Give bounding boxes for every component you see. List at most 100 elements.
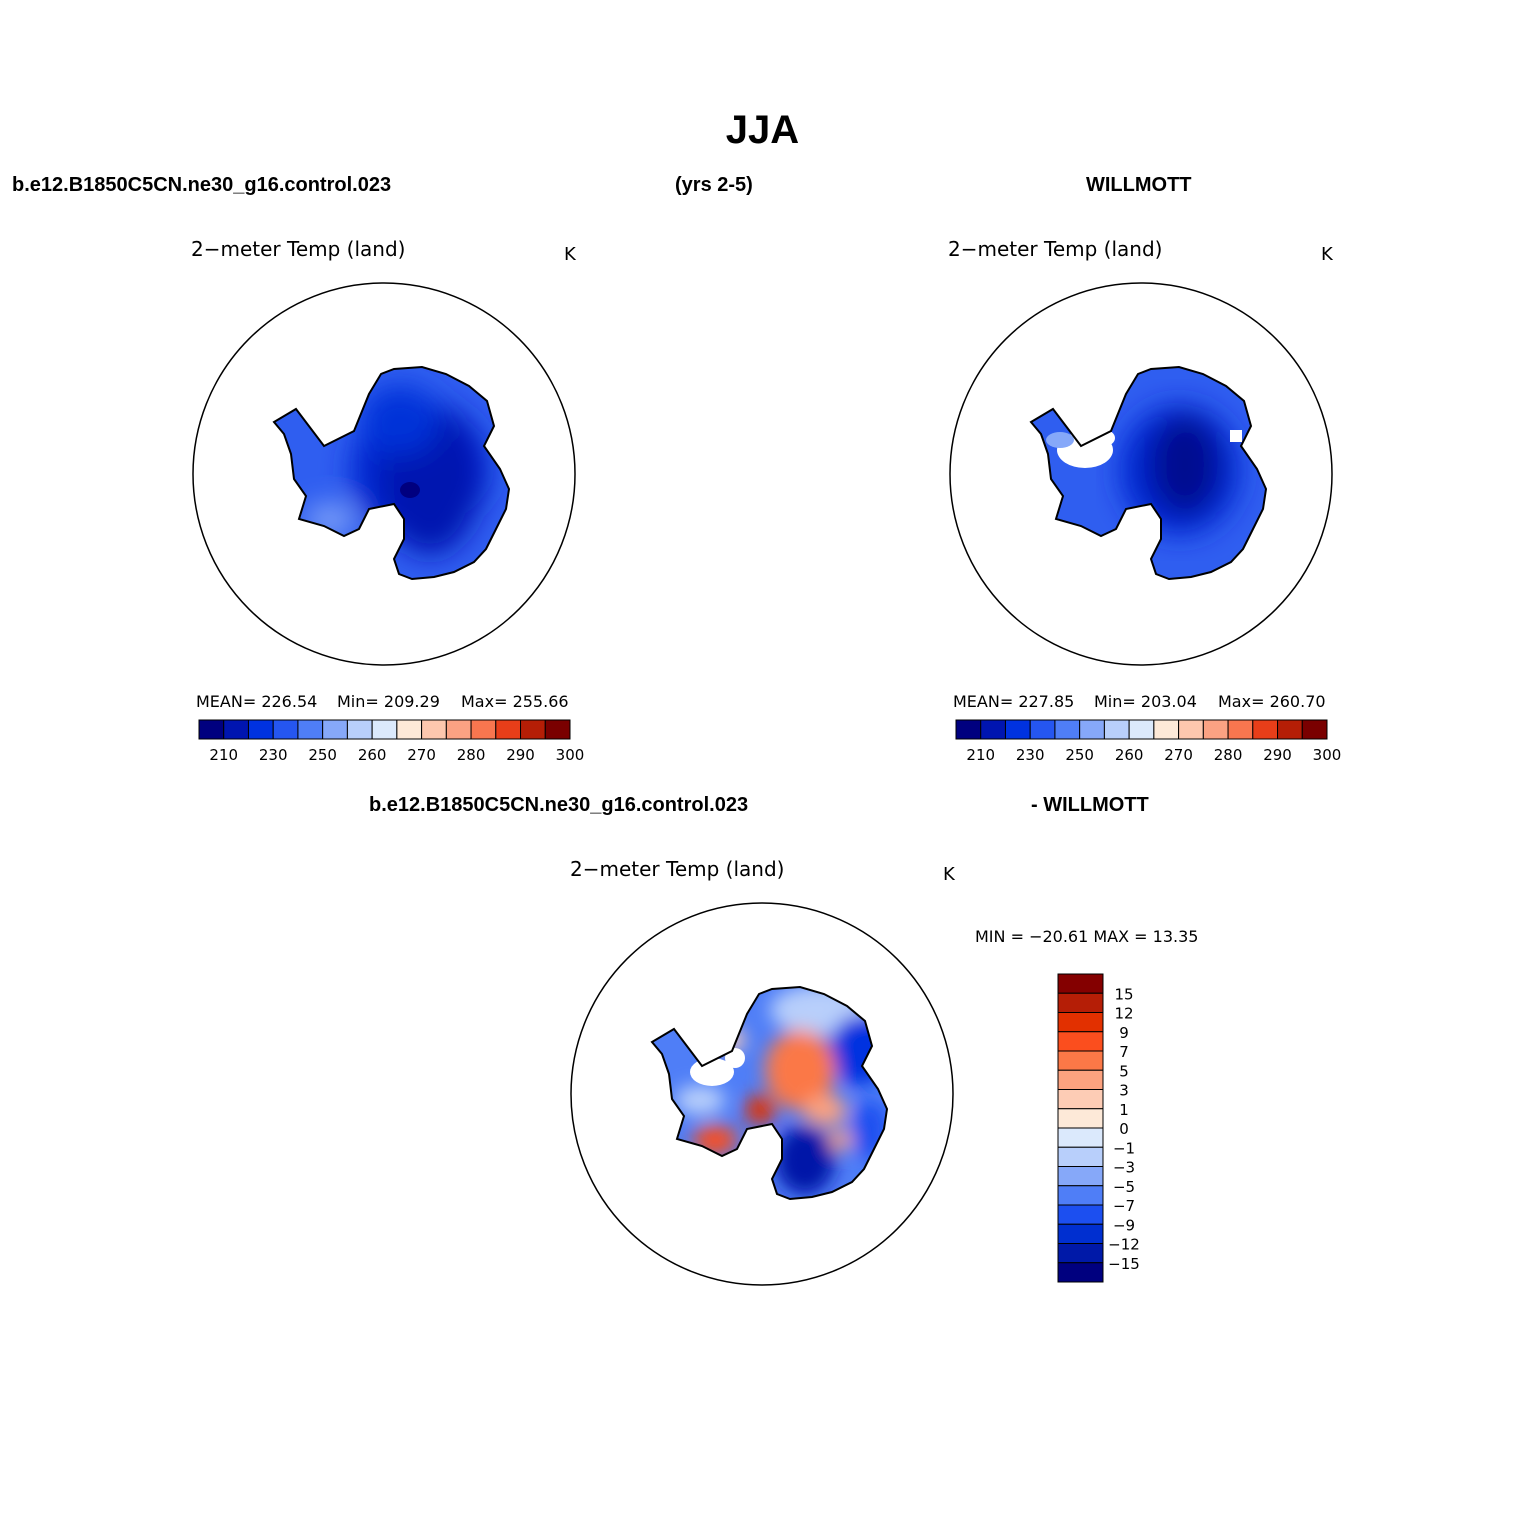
colorbar-tick-label: 250	[308, 746, 337, 764]
colorbar-tick-label: 300	[1313, 746, 1342, 764]
colorbar-tick-label: 7	[1119, 1043, 1129, 1061]
colorbar-tick-label: 270	[407, 746, 436, 764]
colorbar-box	[1057, 1031, 1104, 1052]
colorbar-tick-label: 3	[1119, 1082, 1129, 1100]
diff-units: K	[943, 864, 955, 885]
colorbar-tick-label: 9	[1119, 1024, 1129, 1042]
colorbar-box	[247, 719, 274, 740]
panel1-colorbar: 210 230 250 260 270 280 290 300	[198, 719, 585, 764]
colorbar-box	[346, 719, 373, 740]
colorbar-box	[371, 719, 398, 740]
colorbar-box	[1178, 719, 1204, 740]
colorbar-tick-label: 260	[1115, 746, 1144, 764]
colorbar-box	[520, 719, 546, 740]
colorbar-box	[1103, 719, 1130, 740]
diff-temperature-field	[652, 987, 887, 1199]
colorbar-tick-label: 250	[1065, 746, 1094, 764]
panel2-min: Min= 203.04	[1094, 692, 1197, 711]
colorbar-box	[1057, 1262, 1104, 1283]
panel1-map-boundary	[192, 282, 576, 666]
colorbar-tick-label: −15	[1108, 1255, 1140, 1273]
colorbar-tick-label: 15	[1114, 985, 1133, 1003]
colorbar-box	[1227, 719, 1254, 740]
colorbar-tick-label: 290	[506, 746, 535, 764]
panel2-colorbar: 210 230 250 260 270 280 290 300	[955, 719, 1342, 764]
colorbar-box	[495, 719, 522, 740]
diff-map	[570, 902, 954, 1286]
colorbar-box	[1054, 719, 1081, 740]
colorbar-box	[1057, 1185, 1104, 1206]
panel1-max: Max= 255.66	[461, 692, 569, 711]
colorbar-tick-label: 210	[966, 746, 995, 764]
colorbar-box	[198, 719, 225, 740]
panel1-units: K	[564, 244, 576, 265]
diff-map-boundary	[570, 902, 954, 1286]
colorbar-box	[421, 719, 447, 740]
colorbar-box	[470, 719, 497, 740]
colorbar-box	[1202, 719, 1229, 740]
colorbar-box	[980, 719, 1006, 740]
colorbar-box	[1057, 1050, 1104, 1071]
header-obs-name: WILLMOTT	[1086, 174, 1192, 196]
colorbar-box	[955, 719, 982, 740]
diff-header-case: b.e12.B1850C5CN.ne30_g16.control.023	[369, 794, 749, 816]
panel1-temperature-field	[274, 367, 509, 579]
colorbar-tick-label: 1	[1119, 1101, 1129, 1119]
panel2-map	[949, 282, 1333, 666]
diff-header-obs: - WILLMOTT	[1031, 794, 1149, 816]
colorbar-box	[1029, 719, 1056, 740]
panel2-temperature-field	[1031, 367, 1266, 579]
diff-minmax: MIN = −20.61 MAX = 13.35	[975, 927, 1199, 946]
colorbar-box	[1057, 1243, 1104, 1264]
colorbar-box	[272, 719, 299, 740]
panel1-mean: MEAN= 226.54	[196, 692, 318, 711]
colorbar-tick-label: 260	[358, 746, 387, 764]
colorbar-tick-label: 230	[259, 746, 288, 764]
colorbar-tick-label: 290	[1263, 746, 1292, 764]
header-case-name: b.e12.B1850C5CN.ne30_g16.control.023	[12, 174, 392, 196]
panel2-title: 2−meter Temp (land)	[948, 237, 1163, 261]
colorbar-tick-label: 270	[1164, 746, 1193, 764]
colorbar-tick-label: 210	[209, 746, 238, 764]
colorbar-box	[297, 719, 324, 740]
colorbar-tick-label: 280	[457, 746, 486, 764]
colorbar-box	[1057, 1146, 1104, 1167]
colorbar-tick-label: −9	[1113, 1216, 1135, 1234]
colorbar-tick-label: 230	[1016, 746, 1045, 764]
header-years: (yrs 2-5)	[675, 174, 753, 196]
colorbar-tick-label: −3	[1113, 1159, 1135, 1177]
colorbar-tick-label: 0	[1119, 1120, 1129, 1138]
figure-title: JJA	[725, 108, 800, 152]
colorbar-box	[1079, 719, 1105, 740]
colorbar-box	[445, 719, 472, 740]
colorbar-box	[1277, 719, 1303, 740]
colorbar-box	[1057, 1204, 1104, 1225]
colorbar-box	[1057, 1166, 1104, 1187]
panel2-max: Max= 260.70	[1218, 692, 1326, 711]
panel2-units: K	[1321, 244, 1333, 265]
colorbar-box	[1252, 719, 1279, 740]
colorbar-box	[1057, 992, 1104, 1013]
colorbar-box	[396, 719, 423, 740]
colorbar-box	[1057, 973, 1104, 994]
panel2-mean: MEAN= 227.85	[953, 692, 1075, 711]
colorbar-box	[322, 719, 348, 740]
colorbar-tick-label: 300	[556, 746, 585, 764]
colorbar-box	[1057, 1069, 1104, 1090]
colorbar-box	[1057, 1127, 1104, 1148]
colorbar-box	[1057, 1108, 1104, 1129]
colorbar-box	[1057, 1012, 1104, 1033]
colorbar-tick-label: −5	[1113, 1178, 1135, 1196]
colorbar-tick-label: 5	[1119, 1062, 1129, 1080]
colorbar-box	[1128, 719, 1155, 740]
panel2-map-boundary	[949, 282, 1333, 666]
colorbar-box	[1153, 719, 1180, 740]
colorbar-box	[1301, 719, 1328, 740]
colorbar-box	[223, 719, 249, 740]
panel1-title: 2−meter Temp (land)	[191, 237, 406, 261]
diff-title: 2−meter Temp (land)	[570, 857, 785, 881]
colorbar-box	[1057, 1089, 1104, 1110]
panel1-min: Min= 209.29	[337, 692, 440, 711]
